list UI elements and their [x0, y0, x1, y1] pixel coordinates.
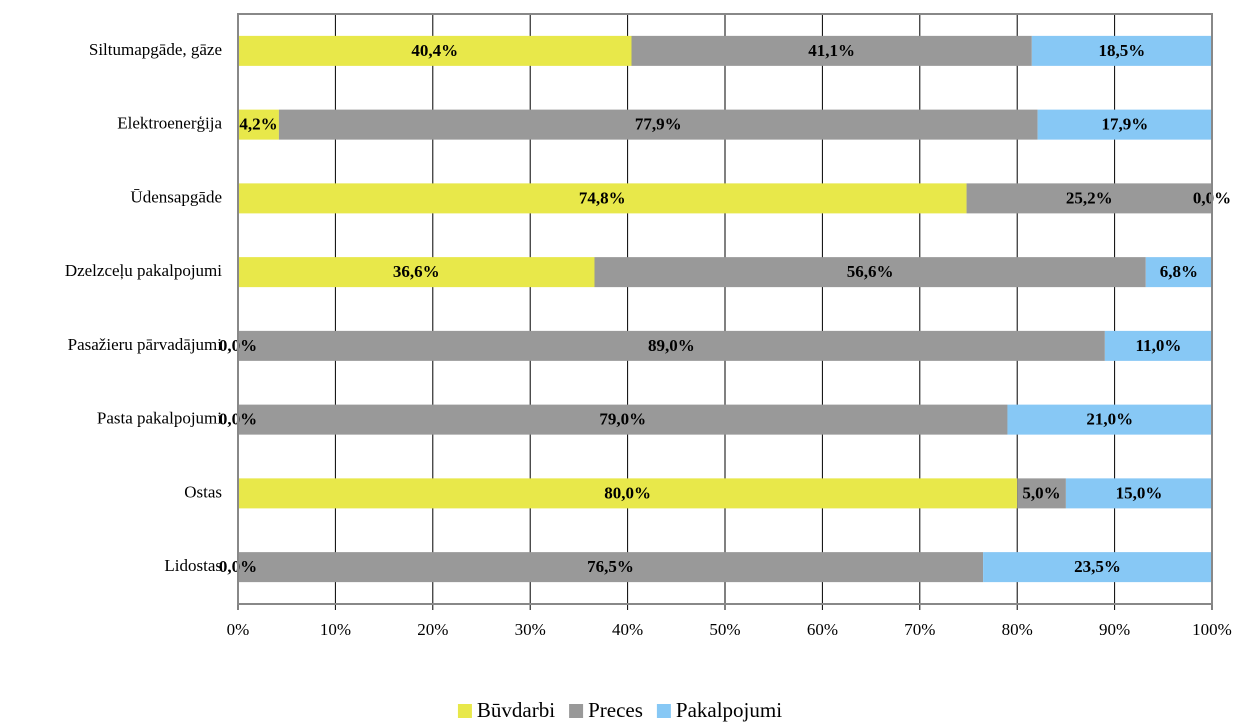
- bar-segment: [594, 257, 1146, 288]
- data-label: 74,8%: [579, 188, 626, 207]
- bar-segment: [238, 257, 595, 288]
- data-label: 6,8%: [1160, 262, 1198, 281]
- data-label: 21,0%: [1086, 410, 1133, 429]
- x-tick-label: 70%: [904, 620, 935, 639]
- data-label: 77,9%: [635, 115, 682, 134]
- y-tick-label: Lidostas: [164, 556, 222, 575]
- data-label: 25,2%: [1066, 188, 1113, 207]
- bar-segment: [238, 183, 967, 214]
- bar-segment: [238, 552, 984, 583]
- legend-swatch: [457, 704, 472, 718]
- x-tick-label: 0%: [227, 620, 250, 639]
- legend-label: Būvdarbi: [477, 698, 555, 722]
- bar-segment: [1037, 109, 1212, 140]
- x-tick-label: 90%: [1099, 620, 1130, 639]
- data-label: 40,4%: [411, 41, 458, 60]
- data-label: 4,2%: [239, 115, 277, 134]
- x-tick-label: 80%: [1002, 620, 1033, 639]
- data-label: 15,0%: [1116, 483, 1163, 502]
- bar-segment: [238, 478, 1018, 509]
- bar-segment: [1065, 478, 1212, 509]
- x-tick-label: 10%: [320, 620, 351, 639]
- bar-segment: [1104, 330, 1212, 361]
- bar-segment: [238, 35, 632, 66]
- x-tick-label: 40%: [612, 620, 643, 639]
- bar-segment: [238, 109, 279, 140]
- x-tick-label: 30%: [515, 620, 546, 639]
- x-tick-label: 60%: [807, 620, 838, 639]
- data-label: 80,0%: [604, 483, 651, 502]
- y-tick-label: Pasta pakalpojumi: [97, 409, 222, 428]
- y-tick-label: Ūdensapgāde: [130, 187, 222, 206]
- y-tick-label: Ostas: [184, 482, 222, 501]
- bar-segment: [983, 552, 1212, 583]
- bar-segment: [631, 35, 1032, 66]
- y-tick-label: Dzelzceļu pakalpojumi: [65, 261, 222, 280]
- data-label: 23,5%: [1074, 557, 1121, 576]
- bar-segment: [1007, 404, 1212, 435]
- legend-label: Preces: [588, 698, 643, 722]
- bar-segment: [238, 404, 1008, 435]
- data-label: 5,0%: [1022, 483, 1060, 502]
- data-label: 89,0%: [648, 336, 695, 355]
- bar-segment: [1031, 35, 1212, 66]
- x-tick-label: 100%: [1192, 620, 1232, 639]
- bar-segment: [1145, 257, 1212, 288]
- bar-segment: [238, 330, 1105, 361]
- data-label: 11,0%: [1136, 336, 1182, 355]
- legend: Būvdarbi Preces Pakalpojumi: [457, 698, 782, 722]
- bar-segment: [966, 183, 1212, 214]
- y-tick-label: Pasažieru pārvadājumi: [68, 335, 223, 354]
- data-label: 41,1%: [808, 41, 855, 60]
- plot-border: [237, 13, 1213, 605]
- y-tick-label: Siltumapgāde, gāze: [89, 40, 222, 59]
- bar-segment: [1017, 478, 1066, 509]
- x-tick-label: 20%: [417, 620, 448, 639]
- legend-swatch: [569, 704, 584, 718]
- legend-label: Pakalpojumi: [676, 698, 782, 722]
- data-label: 36,6%: [393, 262, 440, 281]
- legend-swatch: [656, 704, 671, 718]
- data-label: 17,9%: [1101, 115, 1148, 134]
- x-tick-label: 50%: [709, 620, 740, 639]
- bar-segment: [278, 109, 1038, 140]
- data-label: 76,5%: [587, 557, 634, 576]
- data-label: 56,6%: [847, 262, 894, 281]
- data-label: 18,5%: [1099, 41, 1146, 60]
- data-label: 79,0%: [599, 410, 646, 429]
- y-tick-label: Elektroenerģija: [117, 114, 222, 133]
